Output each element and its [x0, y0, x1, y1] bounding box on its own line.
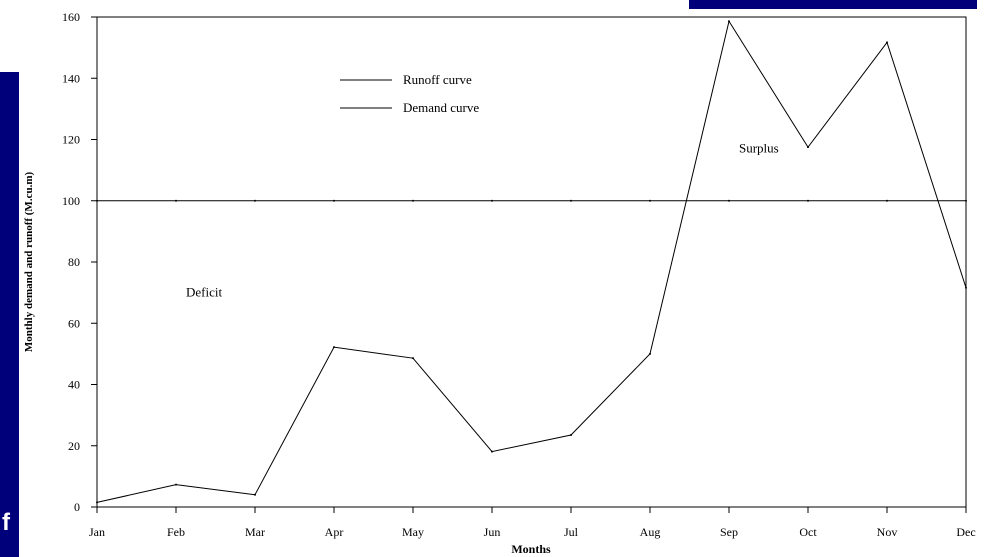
- annotation-deficit: Deficit: [186, 285, 222, 300]
- y-tick-label: 80: [68, 255, 80, 269]
- runoff-curve-point: [96, 501, 98, 504]
- x-axis-ticks: Jan Feb Mar Apr May Jun Jul Aug Sep Oct Nov Dec: [89, 507, 976, 539]
- x-tick-label: Oct: [799, 525, 817, 539]
- demand-curve-point: [175, 199, 177, 202]
- runoff-curve-point: [412, 357, 414, 360]
- slide-left-bar: f: [0, 72, 19, 557]
- x-tick-label: Jul: [564, 525, 579, 539]
- y-tick-label: 0: [74, 500, 80, 514]
- x-tick-label: Nov: [877, 525, 898, 539]
- x-tick-label: Feb: [167, 525, 185, 539]
- runoff-curve-point: [254, 493, 256, 496]
- y-axis-label: Monthly demand and runoff (M.cu.m): [23, 172, 35, 353]
- x-tick-label: Jun: [484, 525, 501, 539]
- runoff-curve-point: [728, 20, 730, 23]
- runoff-curve-point: [965, 286, 967, 289]
- runoff-curve-point: [175, 483, 177, 486]
- x-tick-label: Jan: [89, 525, 105, 539]
- y-axis-ticks: 0 20 40 60 80 100 120 140 160: [62, 10, 97, 514]
- chart-legend: Runoff curve Demand curve: [340, 72, 479, 115]
- demand-curve-point: [570, 199, 572, 202]
- x-tick-label: May: [402, 525, 424, 539]
- slide-left-bar-letter: f: [2, 509, 10, 536]
- demand-curve-point: [965, 199, 967, 202]
- slide-top-bar: [689, 0, 977, 9]
- x-axis-label: Months: [511, 542, 551, 556]
- plot-area-frame: [96, 16, 967, 508]
- demand-curve-point: [491, 199, 493, 202]
- legend-label: Demand curve: [403, 100, 479, 115]
- legend-label: Runoff curve: [403, 72, 472, 87]
- runoff-curve-point: [807, 146, 809, 149]
- y-tick-label: 140: [62, 71, 80, 85]
- x-tick-label: Apr: [325, 525, 344, 539]
- y-tick-label: 20: [68, 439, 80, 453]
- runoff-curve-line: [96, 20, 967, 503]
- x-tick-label: Sep: [720, 525, 738, 539]
- y-tick-label: 160: [62, 10, 80, 24]
- runoff-curve-point: [491, 450, 493, 453]
- y-tick-label: 120: [62, 133, 80, 147]
- runoff-curve-point: [570, 434, 572, 437]
- runoff-curve-point: [886, 41, 888, 44]
- runoff-curve-point: [649, 352, 651, 355]
- demand-curve-point: [96, 199, 98, 202]
- runoff-curve-point: [333, 346, 335, 349]
- y-tick-label: 60: [68, 316, 80, 330]
- x-tick-label: Mar: [245, 525, 265, 539]
- chart-annotations: Deficit Surplus: [186, 141, 779, 300]
- annotation-surplus: Surplus: [739, 141, 779, 156]
- x-tick-label: Aug: [640, 525, 661, 539]
- demand-curve-point: [254, 199, 256, 202]
- demand-curve-point: [728, 199, 730, 202]
- series-layer: [96, 20, 967, 504]
- demand-curve-point: [412, 199, 414, 202]
- y-tick-label: 100: [62, 194, 80, 208]
- demand-curve-point: [333, 199, 335, 202]
- demand-curve-point: [886, 199, 888, 202]
- demand-curve-point: [807, 199, 809, 202]
- demand-curve-point: [649, 199, 651, 202]
- x-tick-label: Dec: [956, 525, 975, 539]
- y-tick-label: 40: [68, 378, 80, 392]
